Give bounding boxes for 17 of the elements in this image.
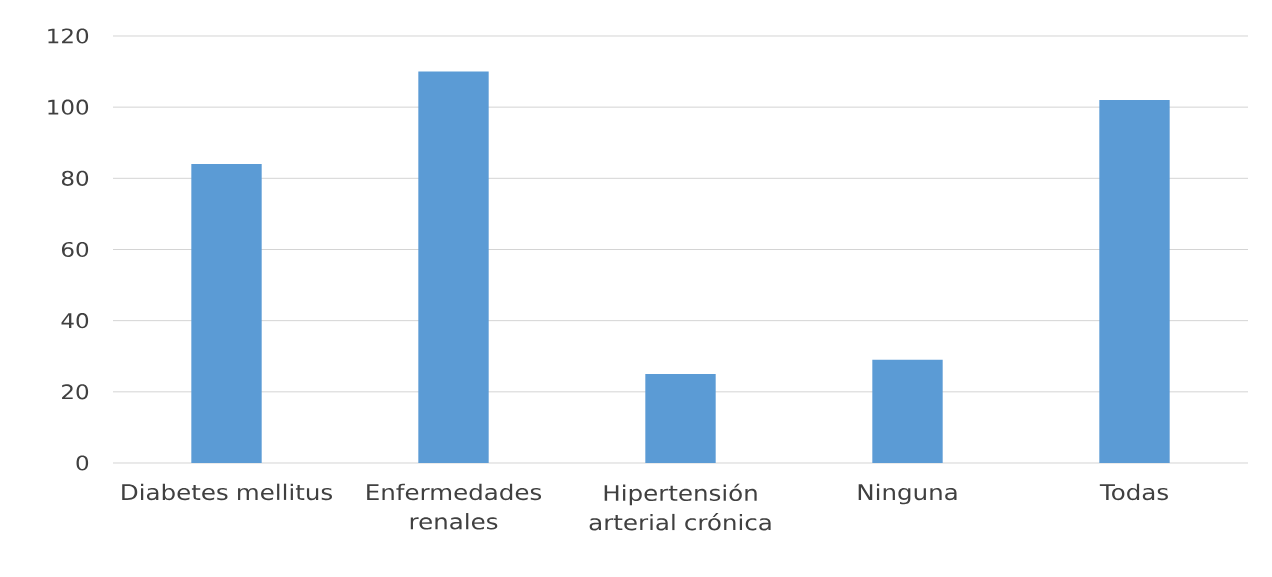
y-tick-label: 0	[76, 455, 89, 471]
y-tick-label: 80	[61, 170, 89, 186]
y-tick-label: 20	[62, 384, 89, 400]
bar	[1099, 100, 1170, 463]
bar	[645, 374, 716, 463]
bar	[191, 164, 262, 463]
x-tick-label: Ninguna	[858, 483, 957, 505]
x-tick-label: Diabetes mellitus	[122, 483, 332, 501]
y-tick-label: 60	[61, 241, 89, 258]
y-tick-label: 120	[48, 28, 89, 44]
x-tick-label: Enfermedades renales	[367, 483, 542, 530]
bar	[872, 359, 943, 463]
x-tick-label: Todas	[1099, 483, 1168, 501]
y-tick-label: 40	[61, 313, 89, 329]
y-tick-label: 100	[48, 99, 89, 115]
bar	[418, 71, 489, 463]
x-tick-label: Hipertensión arterial crónica	[589, 483, 771, 531]
